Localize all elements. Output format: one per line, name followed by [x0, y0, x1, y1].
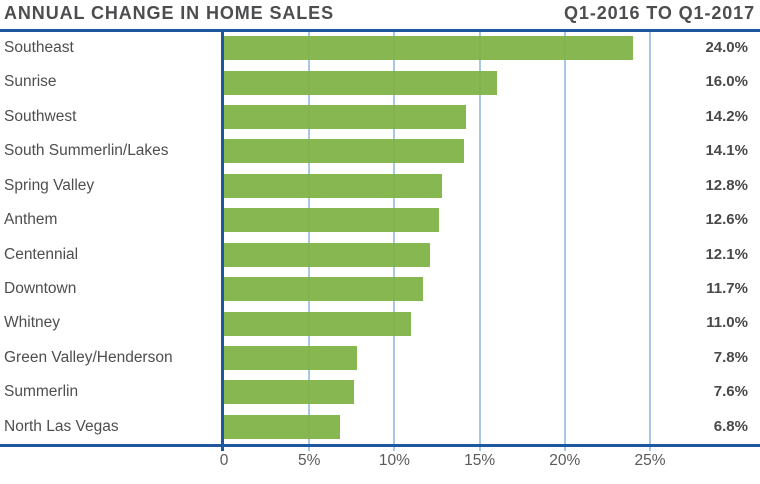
value-label: 16.0%: [705, 73, 748, 91]
x-tick-label: 25%: [634, 452, 666, 469]
gridline-15%: [478, 31, 481, 451]
gridline-10%: [393, 31, 396, 451]
category-label: Spring Valley: [4, 176, 95, 194]
bar: [224, 242, 431, 267]
header-divider-line: [0, 29, 760, 32]
category-label: Green Valley/Henderson: [4, 348, 173, 366]
y-axis-line: [221, 29, 224, 451]
x-tick-label: 20%: [549, 452, 581, 469]
chart-subtitle: Q1-2016 TO Q1-2017: [564, 3, 755, 23]
gridline-20%: [563, 31, 566, 451]
x-tick-label: 5%: [297, 452, 321, 469]
bar: [224, 139, 465, 164]
bar: [224, 311, 412, 336]
category-label: Anthem: [4, 211, 58, 229]
category-label: Southeast: [4, 39, 74, 56]
value-label: 7.8%: [713, 348, 748, 366]
value-label: 14.1%: [705, 142, 748, 160]
value-label: 24.0%: [705, 39, 748, 56]
x-tick-label: 0: [219, 452, 229, 469]
category-label: Summerlin: [4, 383, 79, 401]
gridline-5%: [308, 31, 311, 451]
value-label: 11.7%: [706, 279, 748, 297]
category-label: South Summerlin/Lakes: [4, 142, 169, 160]
bar: [224, 345, 357, 370]
x-tick-label: 10%: [378, 452, 410, 469]
value-label: 14.2%: [705, 107, 748, 125]
value-label: 12.8%: [705, 176, 748, 194]
bar: [224, 414, 340, 439]
chart-title: ANNUAL CHANGE IN HOME SALES: [4, 3, 334, 23]
category-label: Sunrise: [4, 73, 57, 91]
bar: [224, 173, 443, 198]
value-label: 7.6%: [713, 383, 748, 401]
bar: [224, 380, 354, 405]
bar: [224, 208, 439, 233]
value-label: 12.1%: [705, 245, 748, 263]
category-label: Whitney: [4, 314, 60, 332]
value-label: 6.8%: [713, 417, 748, 435]
bar: [224, 36, 633, 61]
x-tick-label: 15%: [464, 452, 496, 469]
gridline-25%: [649, 31, 651, 451]
bar: [224, 277, 424, 302]
category-label: North Las Vegas: [4, 417, 119, 435]
bar: [224, 70, 497, 95]
value-label: 11.0%: [706, 314, 748, 332]
category-label: Centennial: [4, 245, 79, 263]
bar: [224, 105, 466, 130]
value-label: 12.6%: [705, 211, 748, 229]
category-label: Southwest: [4, 107, 77, 125]
category-label: Downtown: [4, 279, 77, 297]
x-axis-line: [0, 444, 760, 447]
